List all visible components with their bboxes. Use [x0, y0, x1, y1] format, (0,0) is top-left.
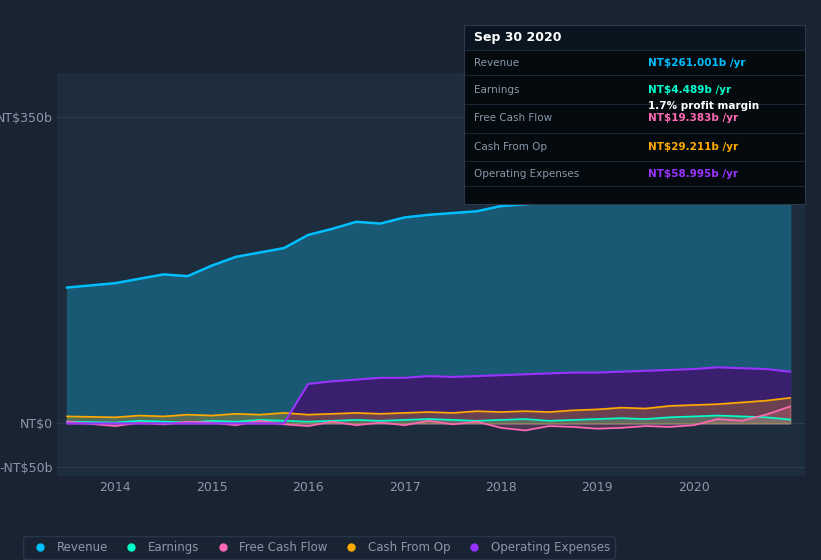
- Text: Sep 30 2020: Sep 30 2020: [474, 31, 562, 44]
- Text: NT$261.001b /yr: NT$261.001b /yr: [648, 58, 745, 68]
- Text: Cash From Op: Cash From Op: [474, 142, 547, 152]
- Text: 1.7% profit margin: 1.7% profit margin: [648, 101, 759, 111]
- Bar: [464, 25, 805, 50]
- Text: Earnings: Earnings: [474, 85, 520, 95]
- Text: NT$4.489b /yr: NT$4.489b /yr: [648, 85, 731, 95]
- Text: NT$58.995b /yr: NT$58.995b /yr: [648, 169, 738, 179]
- Text: Operating Expenses: Operating Expenses: [474, 169, 580, 179]
- Legend: Revenue, Earnings, Free Cash Flow, Cash From Op, Operating Expenses: Revenue, Earnings, Free Cash Flow, Cash …: [23, 536, 615, 559]
- Text: NT$19.383b /yr: NT$19.383b /yr: [648, 113, 738, 123]
- Text: Free Cash Flow: Free Cash Flow: [474, 113, 553, 123]
- Text: Revenue: Revenue: [474, 58, 519, 68]
- Text: NT$29.211b /yr: NT$29.211b /yr: [648, 142, 738, 152]
